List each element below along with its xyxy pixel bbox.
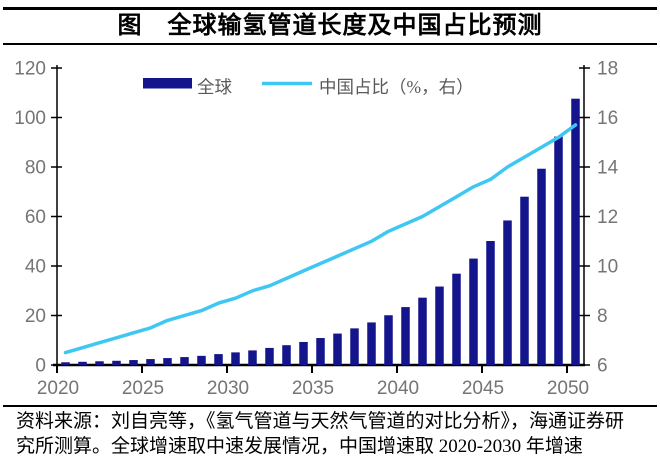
right-axis-tick-label: 18 bbox=[597, 59, 618, 80]
x-axis-tick-label: 2050 bbox=[547, 378, 589, 399]
bar-2026 bbox=[163, 358, 172, 365]
bar-2040 bbox=[401, 307, 410, 365]
chart-title: 图 全球输氢管道长度及中国占比预测 bbox=[117, 13, 543, 39]
bar-2023 bbox=[112, 360, 121, 365]
legend-bar-label: 全球 bbox=[197, 77, 232, 97]
right-axis-tick-label: 8 bbox=[597, 306, 608, 327]
x-axis-tick-label: 2020 bbox=[37, 378, 79, 399]
right-axis-tick-label: 6 bbox=[597, 356, 608, 377]
bar-2048 bbox=[537, 168, 546, 365]
left-axis-tick-label: 0 bbox=[35, 356, 46, 377]
footer-divider bbox=[3, 405, 657, 407]
right-axis-tick-label: 10 bbox=[597, 257, 618, 278]
bar-2033 bbox=[282, 345, 291, 365]
left-axis-tick-label: 120 bbox=[14, 59, 46, 80]
bar-2028 bbox=[197, 355, 206, 365]
bar-2025 bbox=[146, 359, 155, 365]
legend-line-label: 中国占比（%，右） bbox=[319, 77, 474, 97]
bar-2030 bbox=[231, 352, 240, 365]
left-axis-tick-label: 40 bbox=[25, 257, 46, 278]
right-axis-tick-label: 14 bbox=[597, 158, 619, 179]
right-axis-tick-label: 16 bbox=[597, 108, 618, 129]
legend-bar-swatch bbox=[143, 78, 192, 89]
left-axis-tick-label: 20 bbox=[25, 306, 46, 327]
source-line-2: 究所测算。全球增速取中速发展情况，中国增速取 2020-2030 年增速 bbox=[16, 436, 583, 457]
left-axis-tick-label: 60 bbox=[25, 207, 46, 228]
bar-2043 bbox=[452, 273, 461, 365]
title-divider bbox=[3, 43, 657, 45]
x-axis-tick-label: 2045 bbox=[462, 378, 504, 399]
bar-2035 bbox=[316, 338, 325, 365]
top-divider bbox=[3, 7, 657, 10]
bar-2029 bbox=[214, 354, 223, 365]
bar-2047 bbox=[520, 196, 529, 365]
bar-2022 bbox=[95, 361, 104, 365]
bar-2038 bbox=[367, 322, 376, 365]
bar-2044 bbox=[469, 258, 478, 365]
bar-2046 bbox=[503, 220, 512, 365]
x-axis-tick-label: 2035 bbox=[292, 378, 334, 399]
bar-2049 bbox=[554, 136, 563, 365]
source-note: 资料来源：刘自亮等，《氢气管道与天然气管道的对比分析》，海通证券研 究所测算。全… bbox=[16, 409, 652, 459]
bar-2024 bbox=[129, 360, 138, 365]
china-share-line bbox=[63, 123, 578, 355]
bar-2027 bbox=[180, 357, 189, 365]
bar-2031 bbox=[248, 350, 257, 365]
left-axis-tick-label: 80 bbox=[25, 158, 46, 179]
bar-2034 bbox=[299, 341, 308, 365]
bar-2050 bbox=[571, 98, 580, 365]
bar-2045 bbox=[486, 241, 495, 365]
x-axis-tick-label: 2040 bbox=[377, 378, 419, 399]
x-axis-tick-label: 2030 bbox=[207, 378, 249, 399]
source-line-1: 资料来源：刘自亮等，《氢气管道与天然气管道的对比分析》，海通证券研 bbox=[16, 411, 625, 432]
bar-2032 bbox=[265, 347, 274, 365]
bar-2036 bbox=[333, 333, 342, 365]
right-axis-tick-label: 12 bbox=[597, 207, 618, 228]
bar-2021 bbox=[78, 361, 87, 365]
bar-2037 bbox=[350, 328, 359, 365]
left-axis-tick-label: 100 bbox=[14, 108, 46, 129]
bar-2039 bbox=[384, 315, 393, 365]
bar-2020 bbox=[61, 362, 70, 365]
x-axis-tick-label: 2025 bbox=[122, 378, 164, 399]
bar-2042 bbox=[435, 286, 444, 365]
bar-2041 bbox=[418, 297, 427, 365]
